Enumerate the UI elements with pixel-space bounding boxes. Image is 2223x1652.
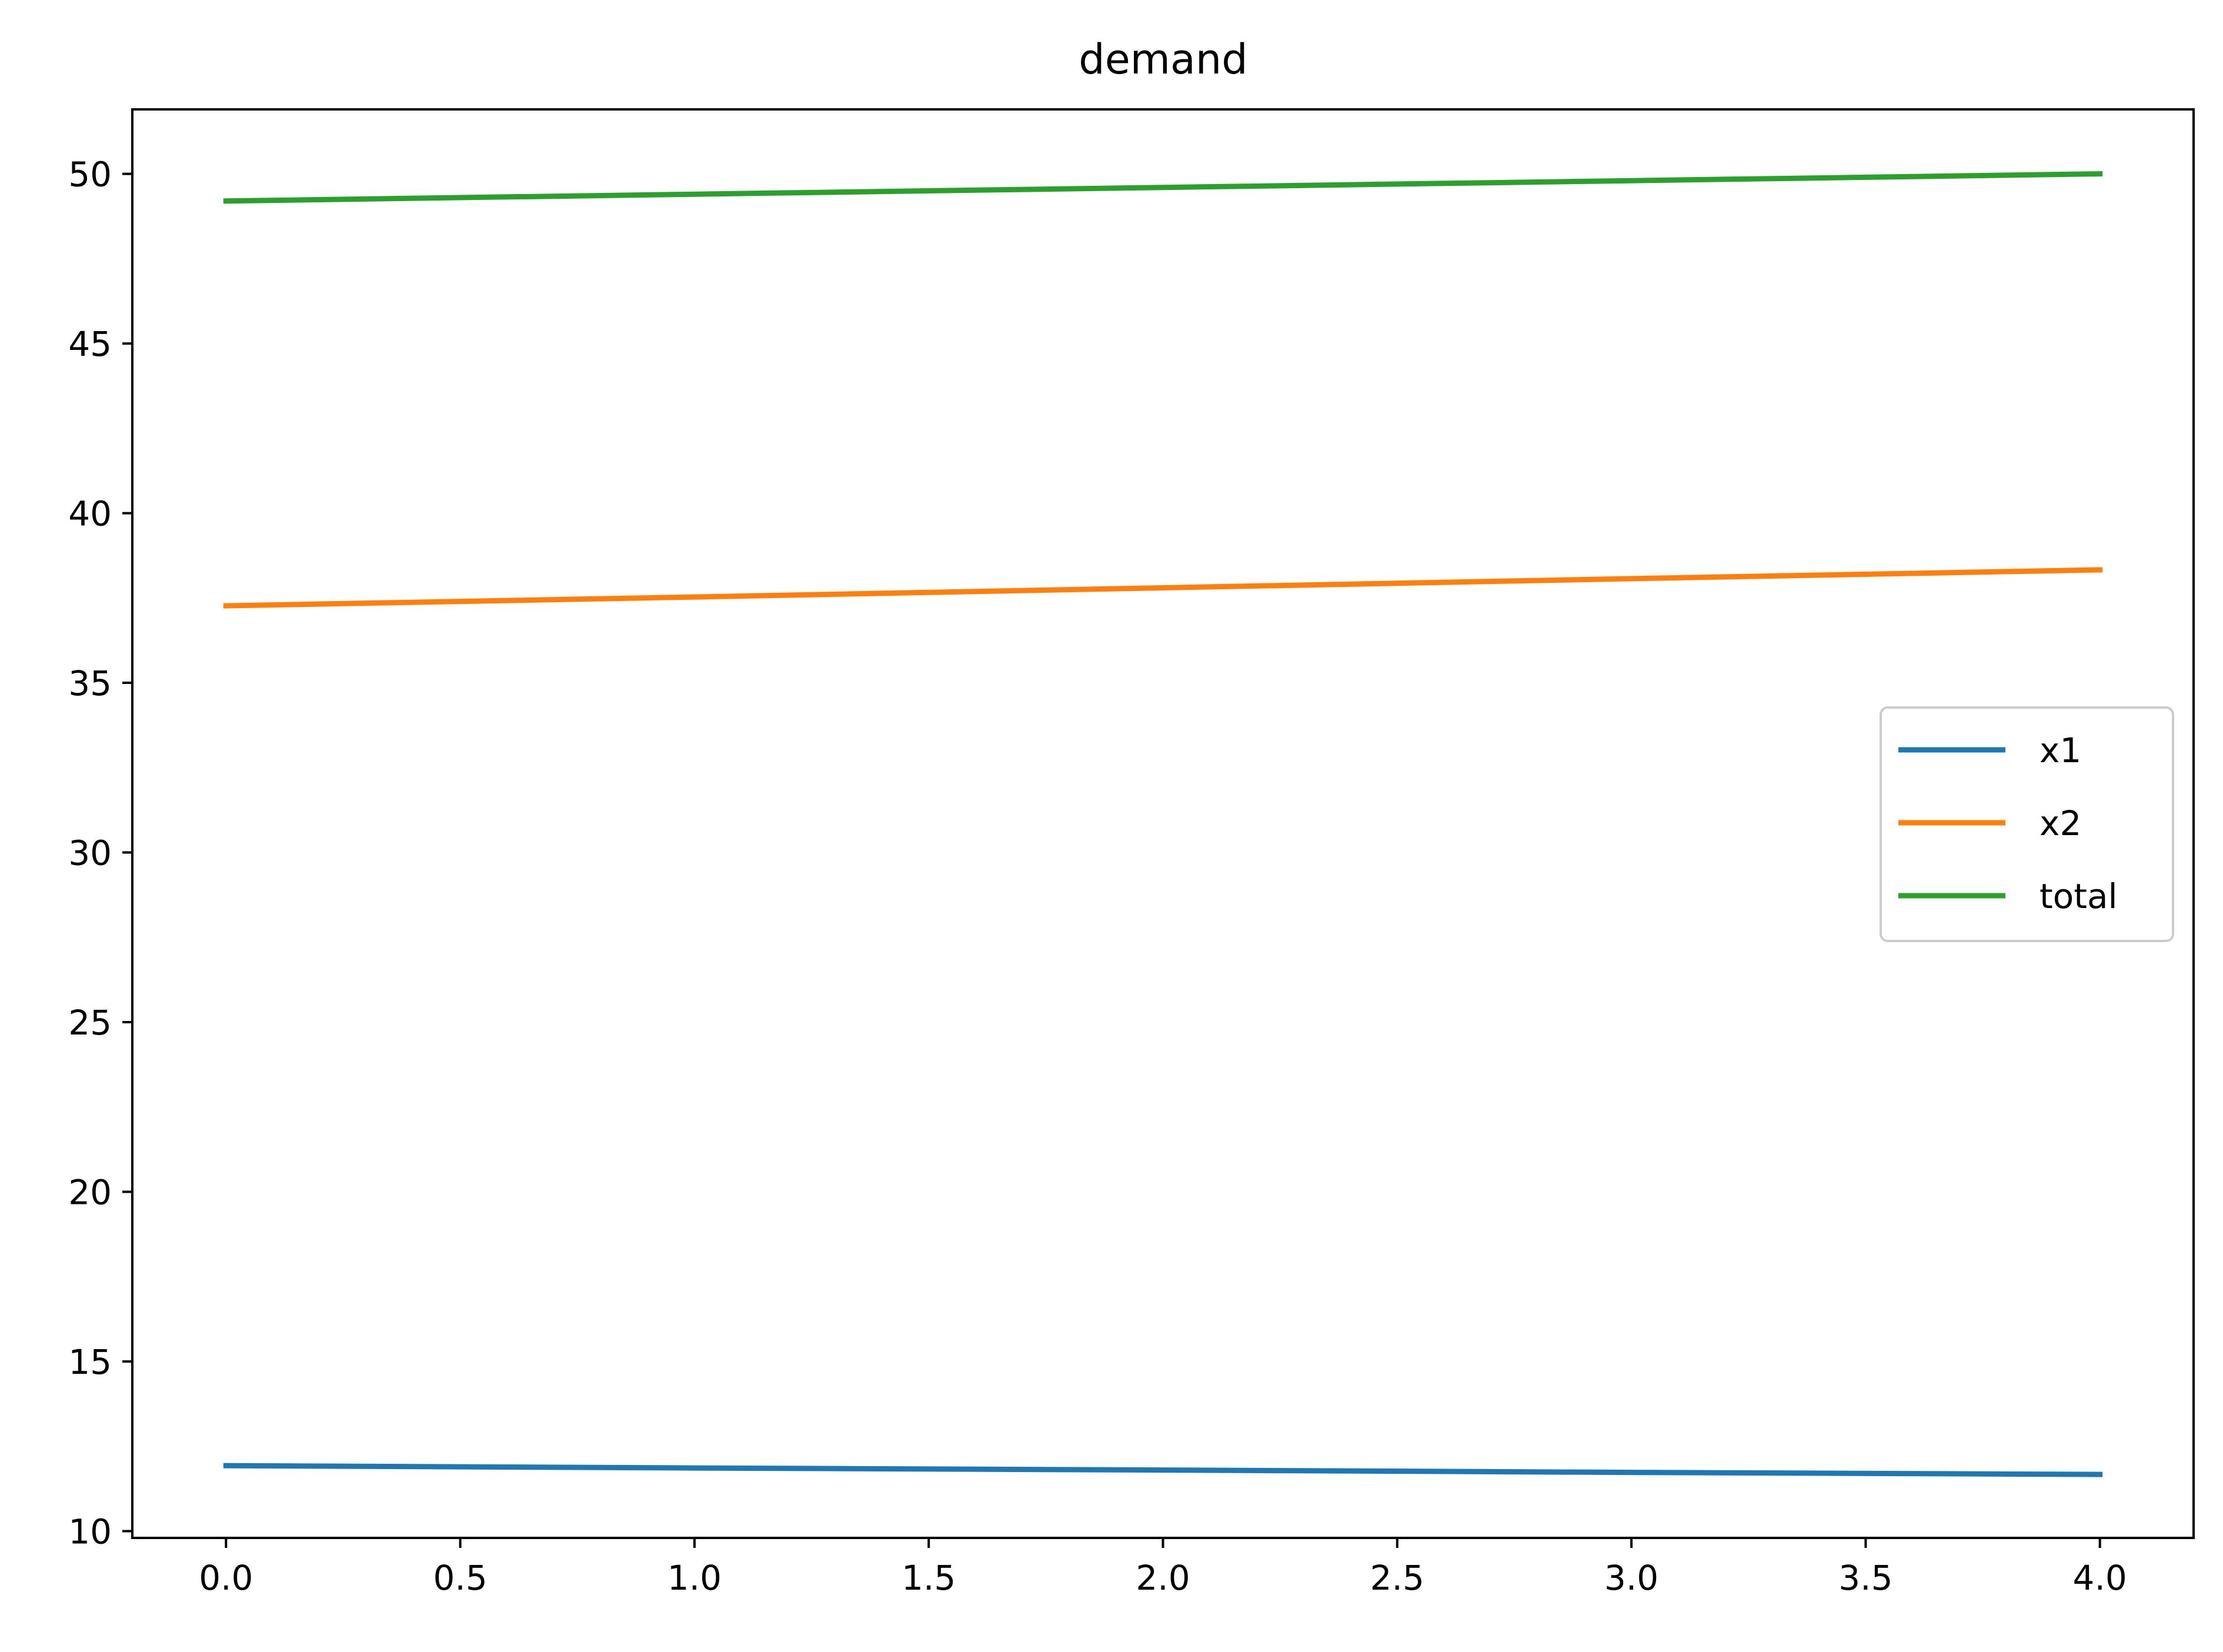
y-tick-label: 35 bbox=[68, 663, 112, 703]
series-line-x1 bbox=[223, 1463, 2103, 1477]
legend-label-x2: x2 bbox=[2040, 803, 2081, 843]
x-tick-label: 3.5 bbox=[1838, 1558, 1892, 1598]
series-layer bbox=[223, 171, 2103, 1477]
y-tick-label: 30 bbox=[68, 833, 112, 873]
x-tick-label: 2.0 bbox=[1136, 1558, 1190, 1598]
x-tick-label: 1.0 bbox=[667, 1558, 722, 1598]
x-tick-label: 0.5 bbox=[433, 1558, 487, 1598]
y-tick-label: 10 bbox=[68, 1511, 112, 1551]
legend-box bbox=[1880, 706, 2174, 942]
chart-title: demand bbox=[1079, 35, 1247, 84]
series-line-total bbox=[223, 171, 2103, 204]
y-tick-label: 15 bbox=[68, 1342, 112, 1382]
legend-label-x1: x1 bbox=[2040, 730, 2081, 770]
x-tick-label: 0.0 bbox=[199, 1558, 253, 1598]
y-tick-label: 25 bbox=[68, 1003, 112, 1043]
legend-label-total: total bbox=[2040, 876, 2118, 916]
legend: x1 x2 total bbox=[1880, 706, 2174, 942]
x-tick-label: 4.0 bbox=[2073, 1558, 2127, 1598]
x-tick-label: 1.5 bbox=[902, 1558, 956, 1598]
axes-layer: 0.0 0.5 1.0 1.5 2.0 2.5 3.0 3.5 4.0 10 15 20 25 30 35 4… bbox=[68, 108, 2195, 1598]
y-tick-label: 20 bbox=[68, 1173, 112, 1213]
series-line-x2 bbox=[223, 567, 2103, 609]
y-tick-label: 40 bbox=[68, 494, 112, 534]
x-tick-label: 3.0 bbox=[1604, 1558, 1658, 1598]
y-tick-label: 50 bbox=[68, 155, 112, 195]
x-tick-label: 2.5 bbox=[1370, 1558, 1424, 1598]
y-tick-label: 45 bbox=[68, 324, 112, 364]
